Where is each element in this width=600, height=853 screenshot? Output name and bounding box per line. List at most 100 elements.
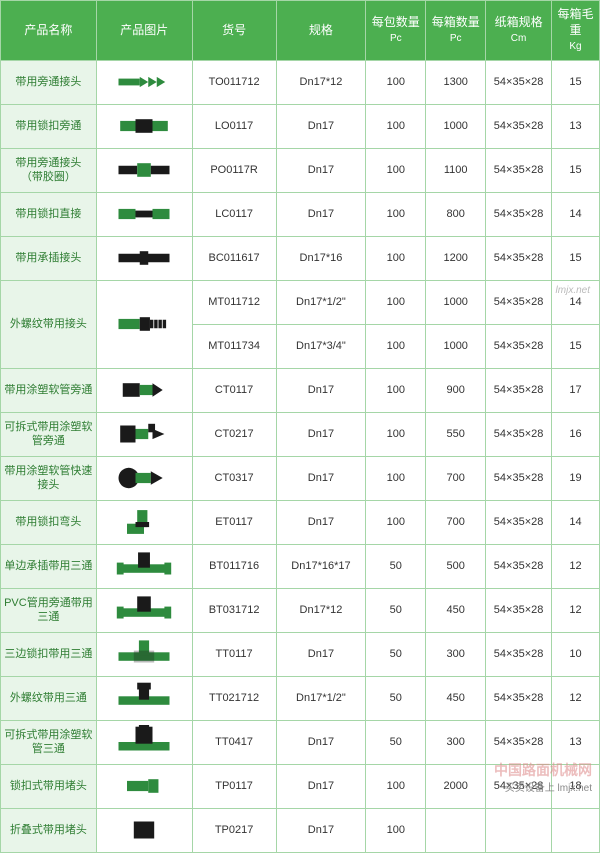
box-size: 54×35×28 xyxy=(486,720,552,764)
product-code: ET0117 xyxy=(192,500,276,544)
product-name: 带用锁扣弯头 xyxy=(1,500,97,544)
product-spec: Dn17 xyxy=(276,720,366,764)
product-code: CT0117 xyxy=(192,368,276,412)
box-weight: 13 xyxy=(552,720,600,764)
box-size: 54×35×28 xyxy=(486,500,552,544)
box-weight: 12 xyxy=(552,676,600,720)
product-spec: Dn17*16 xyxy=(276,236,366,280)
product-spec: Dn17 xyxy=(276,192,366,236)
product-code: TT0117 xyxy=(192,632,276,676)
product-name: 带用涂塑软管旁通 xyxy=(1,368,97,412)
qty-per-pack: 100 xyxy=(366,236,426,280)
product-image xyxy=(96,280,192,368)
product-spec: Dn17 xyxy=(276,104,366,148)
box-size: 54×35×28 xyxy=(486,192,552,236)
table-row: 带用锁扣旁通LO0117Dn17100100054×35×2813 xyxy=(1,104,600,148)
product-code: PO0117R xyxy=(192,148,276,192)
qty-per-pack: 100 xyxy=(366,808,426,852)
product-name: 锁扣式带用堵头 xyxy=(1,764,97,808)
product-code: TP0217 xyxy=(192,808,276,852)
box-size: 54×35×28 xyxy=(486,148,552,192)
table-row: 可拆式带用涂塑软管三通TT0417Dn175030054×35×2813 xyxy=(1,720,600,764)
product-spec: Dn17 xyxy=(276,808,366,852)
product-code: CT0217 xyxy=(192,412,276,456)
product-image xyxy=(96,544,192,588)
product-image xyxy=(96,632,192,676)
product-code: TT0417 xyxy=(192,720,276,764)
table-row: 带用旁通接头（带胶圈）PO0117RDn17100110054×35×2815 xyxy=(1,148,600,192)
qty-per-pack: 100 xyxy=(366,280,426,324)
product-image xyxy=(96,148,192,192)
box-size: 54×35×28 xyxy=(486,104,552,148)
product-spec: Dn17 xyxy=(276,148,366,192)
qty-per-pack: 100 xyxy=(366,368,426,412)
box-size: 54×35×28 xyxy=(486,588,552,632)
header-per-pack: 每包数量Pc xyxy=(366,1,426,61)
box-size: 54×35×28 xyxy=(486,60,552,104)
product-image xyxy=(96,720,192,764)
qty-per-box: 500 xyxy=(426,544,486,588)
product-spec: Dn17*16*17 xyxy=(276,544,366,588)
header-code: 货号 xyxy=(192,1,276,61)
box-size: 54×35×28 xyxy=(486,632,552,676)
product-table: 产品名称 产品图片 货号 规格 每包数量Pc 每箱数量Pc 纸箱规格Cm 每箱毛… xyxy=(0,0,600,853)
qty-per-pack: 100 xyxy=(366,500,426,544)
header-image: 产品图片 xyxy=(96,1,192,61)
box-weight: 10 xyxy=(552,632,600,676)
qty-per-pack: 50 xyxy=(366,632,426,676)
table-row: 可拆式带用涂塑软管旁通CT0217Dn1710055054×35×2816 xyxy=(1,412,600,456)
qty-per-pack: 100 xyxy=(366,412,426,456)
qty-per-box: 300 xyxy=(426,632,486,676)
qty-per-pack: 100 xyxy=(366,764,426,808)
qty-per-box: 1000 xyxy=(426,280,486,324)
product-name: 带用锁扣旁通 xyxy=(1,104,97,148)
box-weight: 12 xyxy=(552,588,600,632)
product-name: 带用旁通接头 xyxy=(1,60,97,104)
box-size: 54×35×28 xyxy=(486,456,552,500)
header-box-size: 纸箱规格Cm xyxy=(486,1,552,61)
product-code: TP0117 xyxy=(192,764,276,808)
header-spec: 规格 xyxy=(276,1,366,61)
product-spec: Dn17 xyxy=(276,632,366,676)
product-name: 带用旁通接头（带胶圈） xyxy=(1,148,97,192)
product-name: 折叠式带用堵头 xyxy=(1,808,97,852)
product-name: 单边承插带用三通 xyxy=(1,544,97,588)
qty-per-pack: 100 xyxy=(366,60,426,104)
box-weight: 17 xyxy=(552,368,600,412)
qty-per-box: 1000 xyxy=(426,324,486,368)
box-size: 54×35×28 xyxy=(486,412,552,456)
product-name: 外螺纹带用三通 xyxy=(1,676,97,720)
product-code: MT011712 xyxy=(192,280,276,324)
qty-per-pack: 50 xyxy=(366,588,426,632)
box-weight: 12 xyxy=(552,544,600,588)
product-name: 可拆式带用涂塑软管三通 xyxy=(1,720,97,764)
box-size: 54×35×28 xyxy=(486,280,552,324)
product-spec: Dn17 xyxy=(276,764,366,808)
box-size: 54×35×28 xyxy=(486,676,552,720)
product-image xyxy=(96,412,192,456)
box-weight: 15 xyxy=(552,60,600,104)
product-spec: Dn17*1/2" xyxy=(276,676,366,720)
product-name: 三边锁扣带用三通 xyxy=(1,632,97,676)
product-code: BT011716 xyxy=(192,544,276,588)
product-image xyxy=(96,60,192,104)
qty-per-box: 1000 xyxy=(426,104,486,148)
product-code: LO0117 xyxy=(192,104,276,148)
product-spec: Dn17 xyxy=(276,500,366,544)
header-weight: 每箱毛重Kg xyxy=(552,1,600,61)
table-row: 带用承插接头BC011617Dn17*16100120054×35×2815 xyxy=(1,236,600,280)
table-row: 带用锁扣直接LC0117Dn1710080054×35×2814 xyxy=(1,192,600,236)
qty-per-pack: 100 xyxy=(366,324,426,368)
qty-per-box xyxy=(426,808,486,852)
box-weight: 15 xyxy=(552,148,600,192)
product-code: BC011617 xyxy=(192,236,276,280)
product-code: MT011734 xyxy=(192,324,276,368)
product-code: TO011712 xyxy=(192,60,276,104)
product-spec: Dn17 xyxy=(276,456,366,500)
product-spec: Dn17 xyxy=(276,412,366,456)
box-weight: 15 xyxy=(552,236,600,280)
product-spec: Dn17*3/4" xyxy=(276,324,366,368)
qty-per-box: 300 xyxy=(426,720,486,764)
box-size xyxy=(486,808,552,852)
table-body: 带用旁通接头TO011712Dn17*12100130054×35×2815带用… xyxy=(1,60,600,852)
